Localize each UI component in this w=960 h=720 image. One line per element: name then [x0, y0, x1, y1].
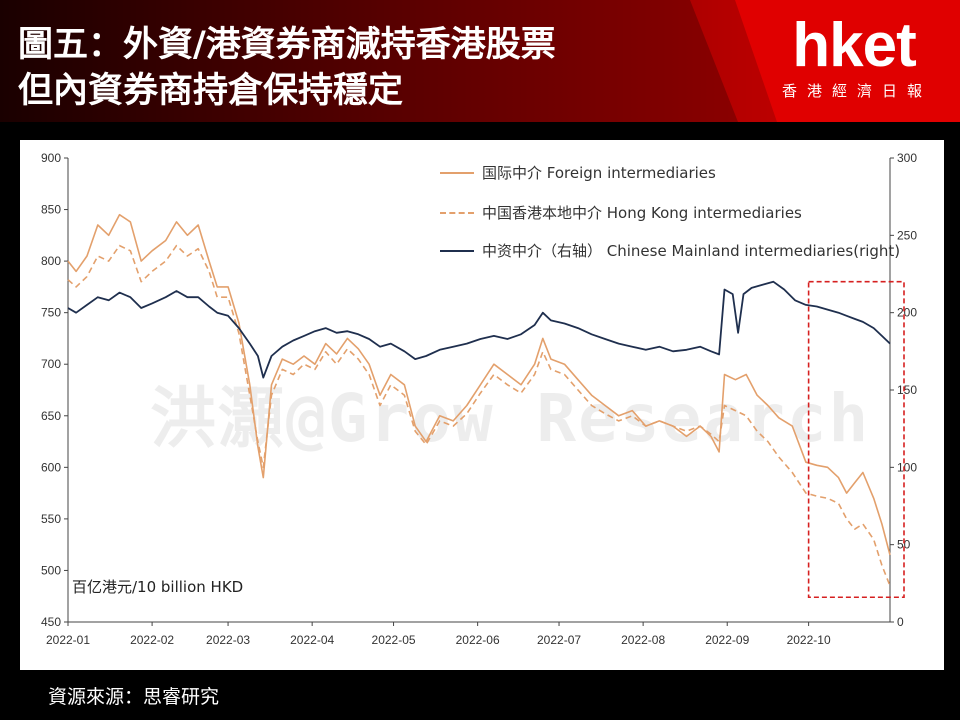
x-tick-label: 2022-03	[206, 633, 250, 647]
x-tick-label: 2022-01	[46, 633, 90, 647]
header-banner: 圖五：外資/港資券商減持香港股票 但內資券商持倉保持穩定 hket 香港經濟日報	[0, 0, 960, 122]
x-tick-label: 2022-08	[621, 633, 665, 647]
y-right-tick-label: 250	[897, 228, 917, 242]
series-line-hongkong	[67, 244, 891, 587]
legend-swatch-foreign	[440, 172, 474, 174]
line-chart: 450 500 550 600 650 700 750 800 850 900 0 50 100 150 2…	[41, 151, 917, 647]
x-tick-label: 2022-06	[456, 633, 500, 647]
legend-swatch-mainland	[440, 250, 474, 252]
hket-logo: hket 香港經濟日報	[776, 14, 932, 101]
highlight-box	[807, 280, 905, 599]
x-tick-label: 2022-09	[705, 633, 749, 647]
y-left-tick-label: 450	[41, 615, 61, 629]
page-title-line-1: 圖五：外資/港資券商減持香港股票	[18, 25, 556, 65]
legend-label-mainland: 中资中介（右轴） Chinese Mainland intermediaries…	[482, 242, 901, 260]
y-right-tick-label: 100	[897, 460, 917, 474]
y-left-tick-label: 700	[41, 357, 61, 371]
y-left-tick-label: 500	[41, 563, 61, 577]
y-right-tick-label: 150	[897, 383, 917, 397]
logo-subtitle: 香港經濟日報	[781, 82, 932, 100]
y-left-tick-label: 850	[41, 203, 61, 217]
series-line-mainland	[67, 280, 891, 379]
x-tick-label: 2022-07	[537, 633, 581, 647]
header-dark-panel	[0, 0, 738, 122]
x-tick-label: 2022-05	[372, 633, 416, 647]
x-tick-label: 2022-02	[130, 633, 174, 647]
y-right-tick-label: 50	[897, 538, 911, 552]
y-left-tick-label: 900	[41, 151, 61, 165]
logo-text: hket	[792, 11, 916, 80]
legend-label-hongkong: 中国香港本地中介 Hong Kong intermediaries	[482, 204, 802, 222]
y-left-tick-label: 650	[41, 409, 61, 423]
y-left-tick-label: 550	[41, 512, 61, 526]
source-note: 資源來源：思睿研究	[48, 686, 220, 708]
header-logo-panel	[735, 0, 960, 122]
chart-panel: 洪灝@Grow Research 450 500 550 600 650 700 750 80…	[20, 140, 944, 670]
y-right-tick-label: 200	[897, 306, 917, 320]
x-tick-label: 2022-10	[787, 633, 831, 647]
y-left-tick-label: 800	[41, 254, 61, 268]
page-title-line-2: 但內資券商持倉保持穩定	[18, 71, 404, 111]
legend-label-foreign: 国际中介 Foreign intermediaries	[482, 164, 716, 182]
y-left-tick-label: 600	[41, 460, 61, 474]
y-right-tick-label: 0	[897, 615, 904, 629]
x-tick-label: 2022-04	[290, 633, 334, 647]
unit-label: 百亿港元/10 billion HKD	[72, 578, 244, 596]
series-line-foreign	[67, 213, 891, 556]
legend-swatch-hongkong	[440, 212, 474, 214]
y-right-tick-label: 300	[897, 151, 917, 165]
y-left-tick-label: 750	[41, 306, 61, 320]
